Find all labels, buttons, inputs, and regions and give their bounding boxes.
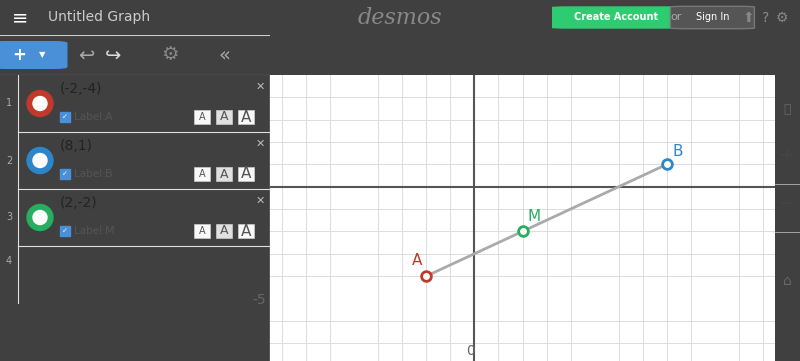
FancyBboxPatch shape — [670, 6, 754, 29]
Text: ↩: ↩ — [78, 45, 94, 65]
Circle shape — [27, 204, 53, 231]
FancyBboxPatch shape — [552, 6, 680, 29]
Text: A: A — [198, 112, 206, 122]
Text: (2,-2): (2,-2) — [60, 196, 98, 210]
Text: 4: 4 — [6, 256, 12, 266]
Text: ↪: ↪ — [106, 45, 122, 65]
Text: A: A — [241, 223, 251, 239]
Text: ✓: ✓ — [62, 228, 68, 234]
Text: 3: 3 — [6, 213, 12, 222]
Text: Label:: Label: — [74, 169, 106, 179]
FancyBboxPatch shape — [194, 110, 210, 124]
FancyBboxPatch shape — [194, 224, 210, 238]
Circle shape — [33, 153, 47, 168]
Text: 🔧: 🔧 — [784, 103, 791, 116]
Text: Create Account: Create Account — [574, 13, 658, 22]
Text: ⚙: ⚙ — [776, 10, 789, 25]
Text: A: A — [220, 225, 228, 238]
Text: M: M — [527, 209, 541, 223]
Circle shape — [27, 148, 53, 174]
Text: ⚙: ⚙ — [162, 45, 179, 65]
Text: ✓: ✓ — [62, 171, 68, 177]
Text: (-2,-4): (-2,-4) — [60, 82, 102, 96]
Text: B: B — [105, 169, 113, 179]
Text: A: A — [105, 112, 113, 122]
Text: ⌂: ⌂ — [783, 274, 792, 288]
Text: A: A — [220, 110, 228, 123]
Text: 1: 1 — [6, 99, 12, 109]
Text: A: A — [241, 166, 251, 182]
Text: A: A — [412, 253, 422, 268]
Text: ✓: ✓ — [62, 114, 68, 120]
Text: ?: ? — [762, 10, 770, 25]
Text: 0: 0 — [466, 344, 474, 358]
Text: Sign In: Sign In — [696, 13, 730, 22]
Text: +: + — [779, 145, 796, 165]
Text: ✕: ✕ — [255, 82, 265, 92]
Text: «: « — [218, 45, 230, 65]
Text: ✕: ✕ — [255, 196, 265, 206]
Text: A: A — [220, 168, 228, 180]
Text: A: A — [198, 226, 206, 236]
FancyBboxPatch shape — [60, 226, 70, 236]
Circle shape — [33, 96, 47, 110]
Circle shape — [27, 91, 53, 117]
Text: desmos: desmos — [358, 6, 442, 29]
Text: or: or — [670, 13, 682, 22]
Text: A: A — [198, 169, 206, 179]
Text: A: A — [241, 109, 251, 125]
FancyBboxPatch shape — [194, 167, 210, 181]
Text: ▼: ▼ — [38, 51, 45, 60]
FancyBboxPatch shape — [60, 169, 70, 179]
Text: ≡: ≡ — [12, 8, 28, 27]
Text: Label:: Label: — [74, 226, 106, 236]
Text: Label:: Label: — [74, 112, 106, 122]
Text: +: + — [12, 46, 26, 64]
Text: Untitled Graph: Untitled Graph — [48, 10, 150, 25]
Text: −: − — [779, 194, 796, 213]
Text: ⬆: ⬆ — [742, 10, 754, 25]
FancyBboxPatch shape — [238, 110, 254, 124]
FancyBboxPatch shape — [216, 110, 232, 124]
FancyBboxPatch shape — [0, 41, 67, 69]
FancyBboxPatch shape — [238, 167, 254, 181]
Text: M: M — [105, 226, 114, 236]
FancyBboxPatch shape — [216, 224, 232, 238]
Circle shape — [33, 210, 47, 225]
FancyBboxPatch shape — [216, 167, 232, 181]
Text: ✕: ✕ — [255, 139, 265, 149]
Text: B: B — [673, 144, 683, 159]
FancyBboxPatch shape — [238, 224, 254, 238]
FancyBboxPatch shape — [60, 112, 70, 122]
Text: 2: 2 — [6, 156, 12, 165]
Text: (8,1): (8,1) — [60, 139, 93, 153]
